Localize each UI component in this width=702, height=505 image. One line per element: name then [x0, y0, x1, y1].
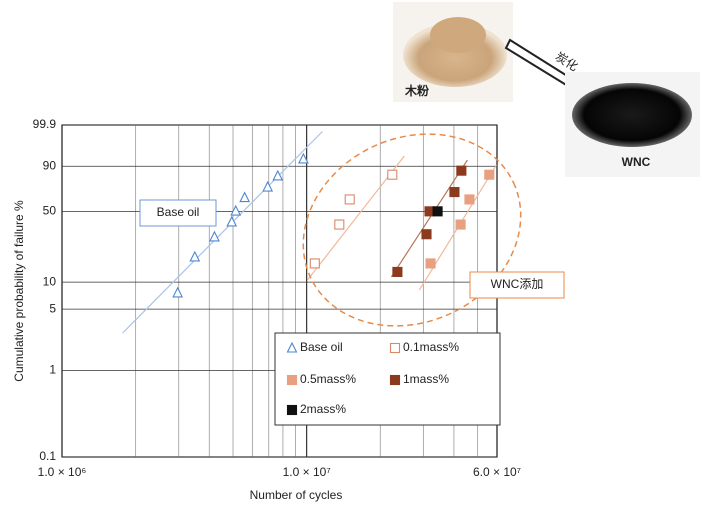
- carbon-label: WNC: [622, 155, 651, 169]
- marker: [422, 230, 431, 239]
- marker: [345, 195, 354, 204]
- annotation: WNC添加: [491, 277, 544, 291]
- legend-marker: [288, 376, 297, 385]
- x-tick-label: 6.0 × 10⁷: [473, 465, 521, 479]
- y-tick-label: 0.1: [39, 449, 56, 463]
- x-axis-title: Number of cycles: [250, 488, 343, 502]
- marker: [426, 259, 435, 268]
- wood-powder-top: [430, 17, 486, 53]
- marker: [388, 170, 397, 179]
- marker: [485, 170, 494, 179]
- legend-label: 2mass%: [300, 402, 346, 416]
- y-axis-title: Cumulative probability of failure %: [12, 200, 26, 382]
- marker: [457, 166, 466, 175]
- legend-marker: [391, 376, 400, 385]
- legend-marker: [288, 406, 297, 415]
- marker: [456, 220, 465, 229]
- y-tick-label: 1: [49, 363, 56, 377]
- page: 1.0 × 10⁶ 1.0 × 10⁷ 6.0 × 10⁷ 99.9 90 50 10 5 1 0…: [0, 0, 702, 505]
- legend-label: 0.5mass%: [300, 372, 356, 386]
- y-tick-label: 10: [43, 274, 57, 288]
- y-tick-label: 50: [43, 204, 57, 218]
- carbon-powder: [572, 83, 692, 147]
- marker: [450, 188, 459, 197]
- legend-label: 0.1mass%: [403, 340, 459, 354]
- legend-label: 1mass%: [403, 372, 449, 386]
- annotation: Base oil: [157, 205, 200, 219]
- y-tick-label: 99.9: [33, 117, 57, 131]
- marker: [393, 267, 402, 276]
- chart: 1.0 × 10⁶ 1.0 × 10⁷ 6.0 × 10⁷ 99.9 90 50 10 5 1 0…: [0, 0, 702, 505]
- wood-label: 木粉: [404, 83, 429, 98]
- marker: [310, 259, 319, 268]
- x-tick-label: 1.0 × 10⁶: [38, 465, 87, 479]
- y-tick-label: 90: [43, 158, 57, 172]
- x-tick-label: 1.0 × 10⁷: [283, 465, 331, 479]
- marker: [465, 195, 474, 204]
- legend-label: Base oil: [300, 340, 343, 354]
- legend-marker: [391, 344, 400, 353]
- marker: [335, 220, 344, 229]
- marker: [433, 207, 442, 216]
- y-tick-label: 5: [49, 301, 56, 315]
